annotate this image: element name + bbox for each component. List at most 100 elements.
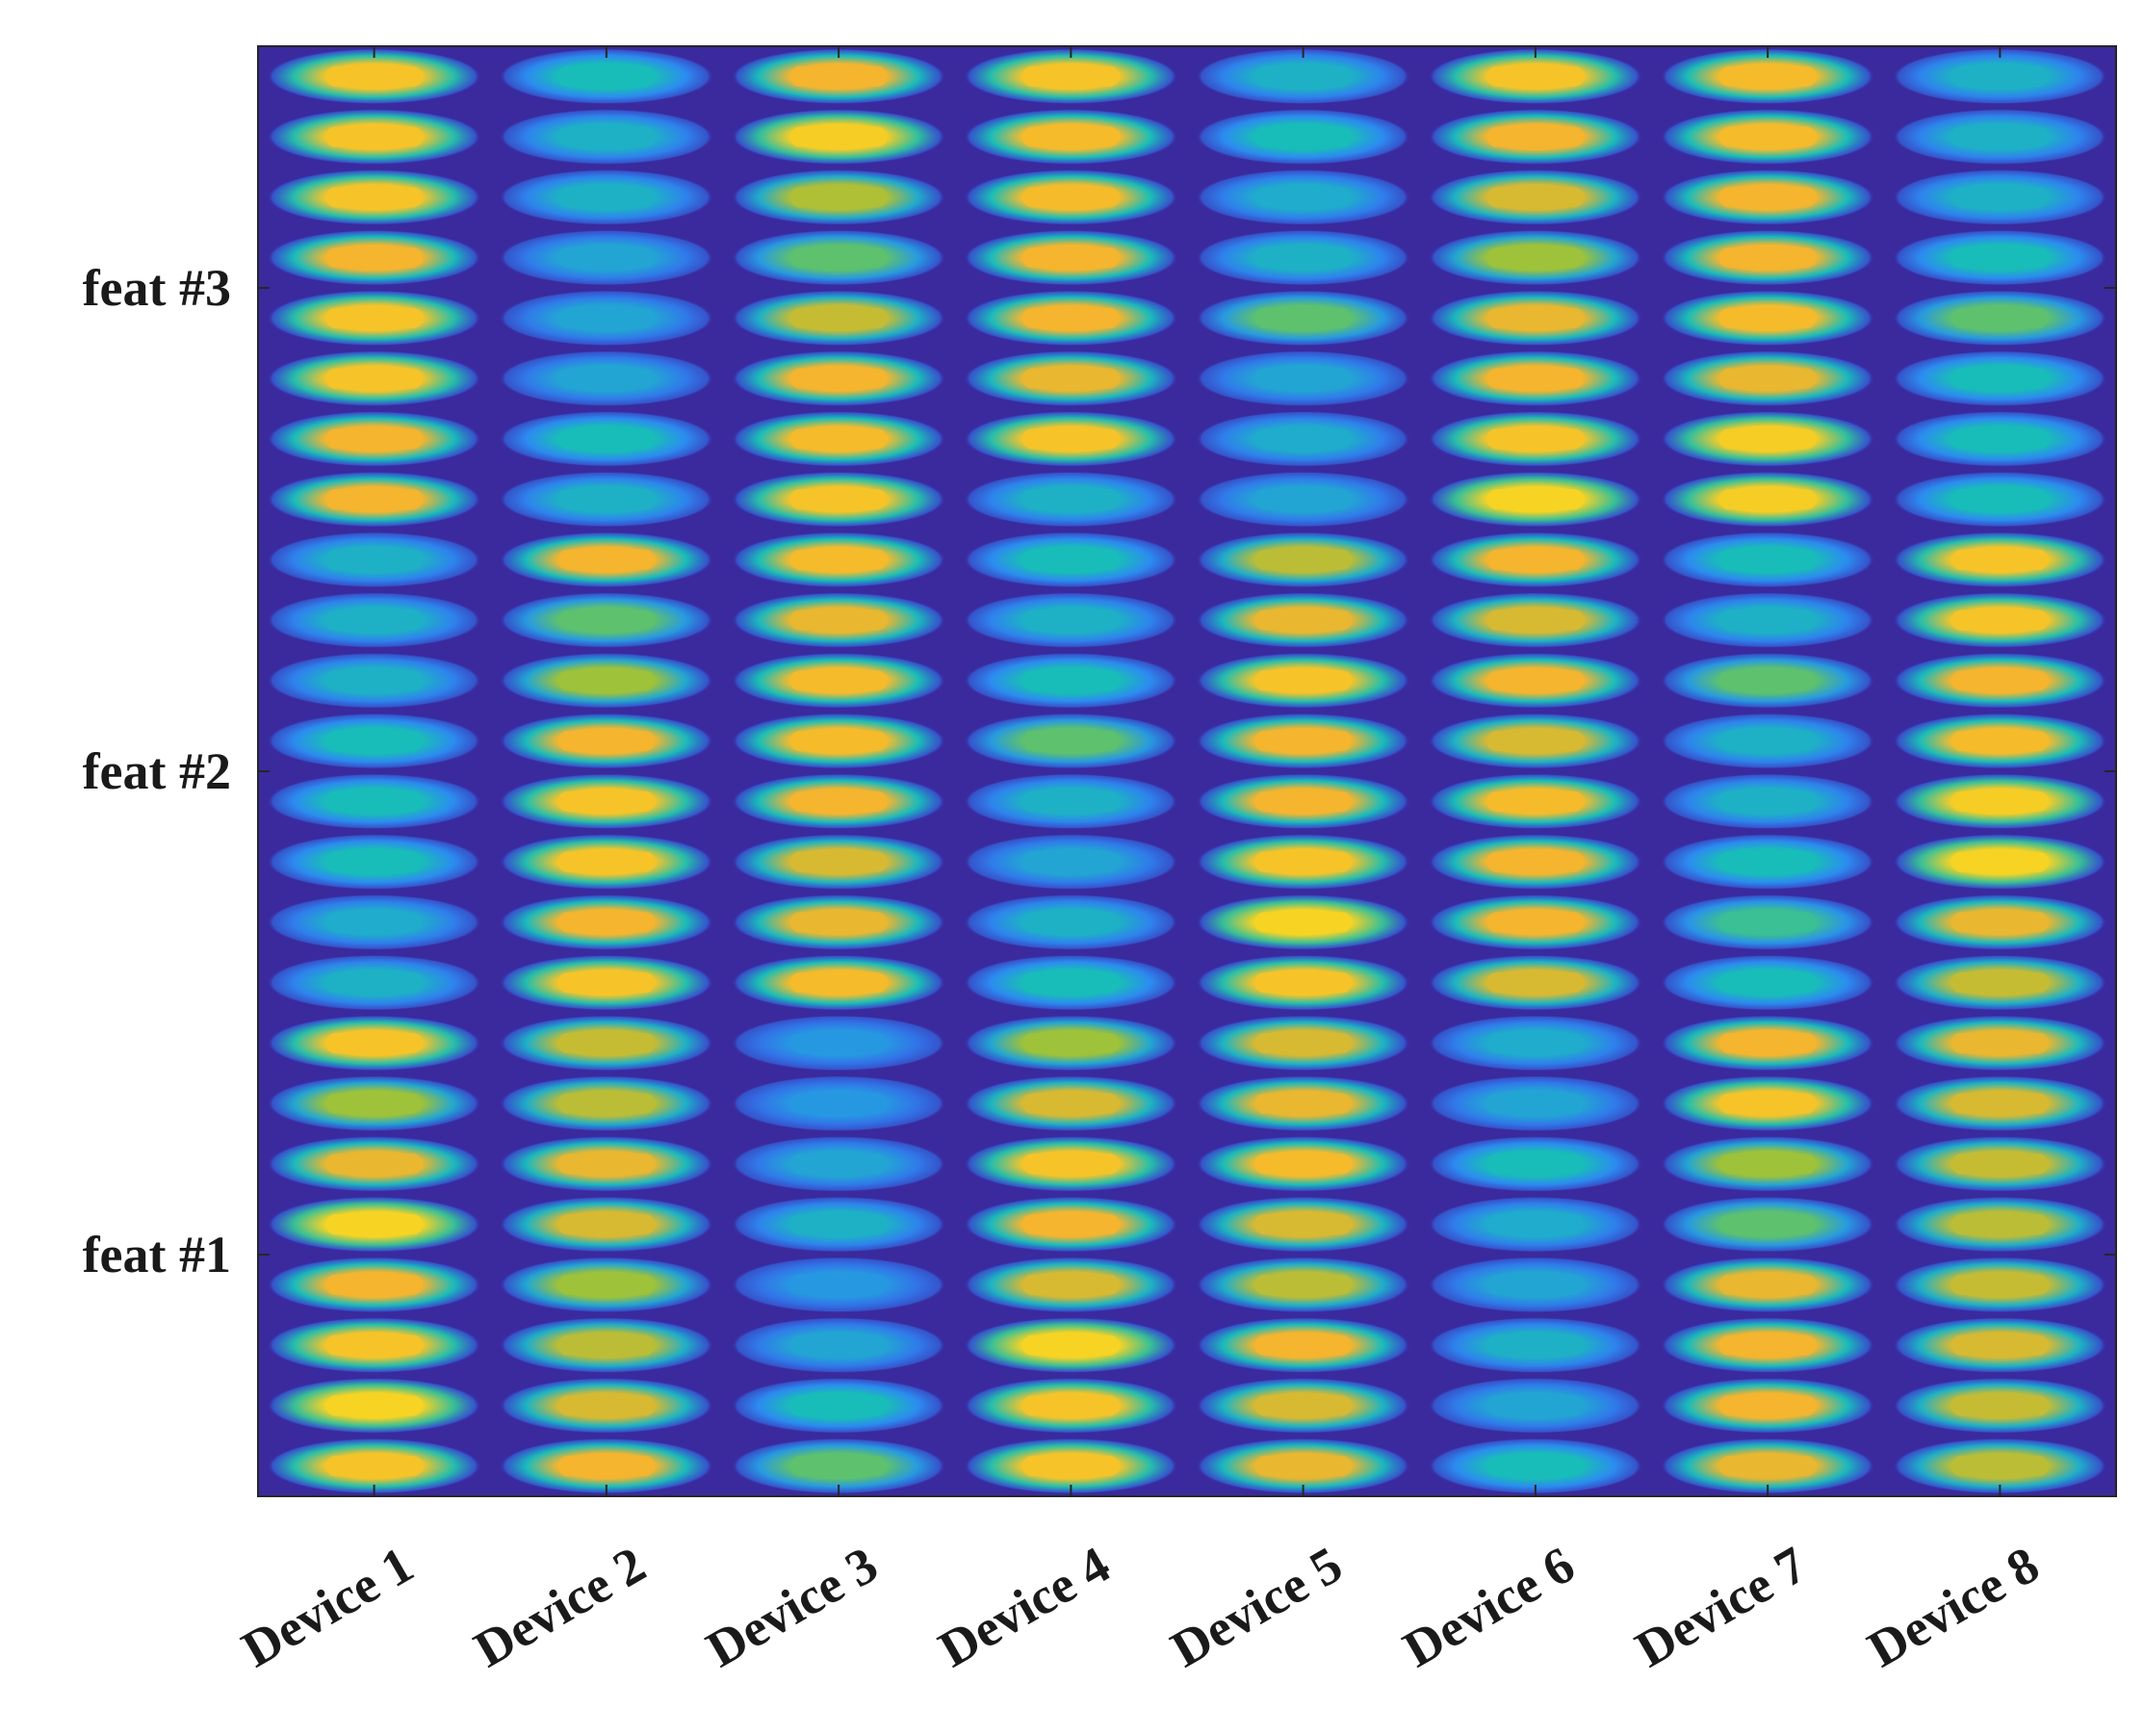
heatmap-cell-core <box>789 1153 888 1175</box>
heatmap-cell-core <box>1486 1153 1585 1175</box>
heatmap-cell-core <box>324 307 424 329</box>
heatmap-cell-core <box>1021 670 1121 691</box>
heatmap-cell-core <box>1950 912 2050 933</box>
heatmap-cell-core <box>1486 488 1585 510</box>
heatmap-cell-core <box>557 1213 656 1235</box>
x-tick-label: Device 4 <box>929 1536 1119 1679</box>
heatmap-cell-core <box>1253 1395 1353 1416</box>
heatmap-cell-core <box>1718 1032 1817 1054</box>
y-tick-label: feat #3 <box>83 259 231 317</box>
heatmap-cell-core <box>1021 790 1121 813</box>
heatmap-cell-core <box>557 1395 656 1416</box>
heatmap-cell-core <box>1950 1455 2050 1477</box>
heatmap-cell-core <box>557 549 656 571</box>
heatmap-cell-core <box>1486 368 1585 389</box>
heatmap-cell-core <box>1718 368 1817 389</box>
heatmap-cell-core <box>1021 246 1121 269</box>
heatmap-cell-core <box>324 1213 424 1235</box>
heatmap-cell-core <box>1253 730 1353 752</box>
heatmap-cell-core <box>557 972 656 994</box>
heatmap-cell-core <box>789 1274 888 1296</box>
heatmap-cell-core <box>1718 187 1817 208</box>
heatmap-cell-core <box>1021 1032 1121 1054</box>
heatmap-cell-core <box>1253 246 1353 269</box>
heatmap-cell-core <box>324 1455 424 1477</box>
heatmap-cell-core <box>1718 1274 1817 1296</box>
heatmap-cell-core <box>1486 609 1585 631</box>
heatmap-cell-core <box>1950 1213 2050 1235</box>
x-tick-label: Device 5 <box>1161 1536 1351 1679</box>
heatmap-cell-core <box>324 972 424 994</box>
heatmap-cell-core <box>557 246 656 269</box>
heatmap-cell-core <box>1950 1093 2050 1114</box>
heatmap-cell-core <box>1950 549 2050 571</box>
heatmap-cell-core <box>557 65 656 88</box>
heatmap-cell-core <box>1718 1334 1817 1356</box>
heatmap-cell-core <box>557 912 656 933</box>
heatmap-cell-core <box>1253 609 1353 631</box>
heatmap-cell-core <box>324 1032 424 1054</box>
x-tick-label: Device 3 <box>697 1536 887 1679</box>
heatmap-cell-core <box>557 1274 656 1296</box>
heatmap-cell-core <box>324 488 424 510</box>
heatmap-cell-core <box>1486 851 1585 872</box>
heatmap-cell-core <box>1021 126 1121 147</box>
heatmap-cell-core <box>1253 1274 1353 1296</box>
heatmap-cell-core <box>324 730 424 752</box>
heatmap-cell-core <box>557 307 656 329</box>
heatmap-cell-core <box>1021 549 1121 571</box>
heatmap-cell-core <box>1021 730 1121 752</box>
heatmap-cell-core <box>1253 1455 1353 1477</box>
heatmap-cell-core <box>1021 307 1121 329</box>
heatmap-cell-core <box>1718 851 1817 872</box>
heatmap-cell-core <box>1021 1274 1121 1296</box>
heatmap-cell-core <box>1253 549 1353 571</box>
heatmap-cell-core <box>1021 1455 1121 1477</box>
heatmap-cell-core <box>1021 1213 1121 1235</box>
heatmap-cell-core <box>1950 670 2050 691</box>
heatmap-cell-core <box>1950 1153 2050 1175</box>
heatmap-cell-core <box>1021 851 1121 872</box>
heatmap-cell-core <box>557 1093 656 1114</box>
heatmap-cell-core <box>324 368 424 389</box>
heatmap-cell-core <box>789 65 888 88</box>
heatmap-cell-core <box>1486 730 1585 752</box>
y-axis-tick-labels: feat #1 feat #2 feat #3 <box>83 259 231 1283</box>
heatmap-cell-core <box>1950 368 2050 389</box>
heatmap-cell-core <box>1486 307 1585 329</box>
heatmap-cell-core <box>324 1093 424 1114</box>
heatmap-cell-core <box>1950 730 2050 752</box>
heatmap-cell-core <box>1950 1274 2050 1296</box>
heatmap-cell-core <box>1718 307 1817 329</box>
heatmap-cell-core <box>1950 488 2050 510</box>
heatmap-cell-core <box>557 851 656 872</box>
heatmap-cell-core <box>1718 246 1817 269</box>
heatmap-cell-core <box>789 1093 888 1114</box>
heatmap-cell-core <box>324 609 424 631</box>
heatmap-cell-core <box>1486 428 1585 450</box>
heatmap-cell-core <box>1486 1455 1585 1477</box>
heatmap-cell-core <box>789 126 888 147</box>
heatmap-cell-core <box>1253 488 1353 510</box>
heatmap-cell-core <box>1718 428 1817 450</box>
heatmap-cell-core <box>1950 1334 2050 1356</box>
heatmap-cell-core <box>1021 912 1121 933</box>
heatmap-cell-core <box>789 1455 888 1477</box>
y-tick-label: feat #2 <box>83 742 231 800</box>
y-tick-label: feat #1 <box>83 1226 231 1283</box>
heatmap-cell-core <box>1718 670 1817 691</box>
heatmap-cell-core <box>789 1395 888 1416</box>
heatmap-cell-core <box>1950 428 2050 450</box>
heatmap-cell-core <box>1253 790 1353 813</box>
heatmap-cell-core <box>789 790 888 813</box>
x-tick-label: Device 7 <box>1626 1536 1816 1679</box>
heatmap-cell-core <box>1718 1153 1817 1175</box>
heatmap-cell-core <box>1486 1213 1585 1235</box>
heatmap-cell-core <box>324 1334 424 1356</box>
heatmap-cell-core <box>1253 65 1353 88</box>
heatmap-cell-core <box>324 851 424 872</box>
x-tick-label: Device 6 <box>1394 1536 1584 1679</box>
heatmap-cell-core <box>1253 1334 1353 1356</box>
heatmap-cell-core <box>1486 1395 1585 1416</box>
